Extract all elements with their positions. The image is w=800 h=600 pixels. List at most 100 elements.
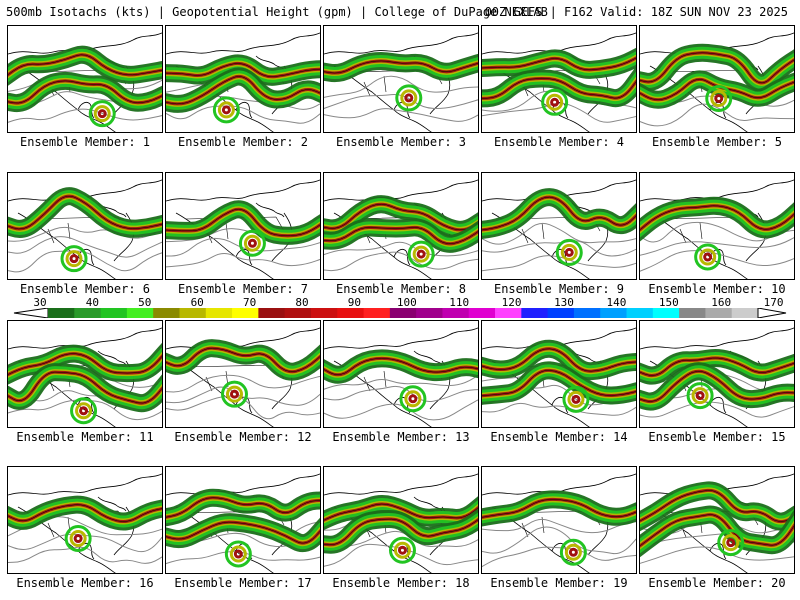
closed-low [703, 252, 713, 262]
height-contour-black [640, 52, 794, 84]
ensemble-map [640, 473, 794, 573]
closed-low [388, 536, 416, 564]
ensemble-map [166, 179, 320, 279]
closed-low [64, 525, 92, 553]
ensemble-member-caption: Ensemble Member: 16 [16, 576, 154, 590]
colorbar-swatch [442, 308, 470, 318]
height-contour [166, 237, 320, 257]
ensemble-map [640, 179, 794, 279]
colorbar-swatch [100, 308, 128, 318]
closed-low [69, 530, 87, 548]
ensemble-panel [7, 25, 163, 133]
closed-low [695, 391, 705, 401]
coastline [324, 179, 478, 279]
colorbar-swatch [179, 308, 207, 318]
closed-low [233, 549, 243, 559]
colorbar-swatch [310, 308, 338, 318]
closed-low [395, 84, 423, 112]
colorbar-swatch [48, 308, 75, 318]
closed-low [564, 247, 574, 257]
colorbar-right-arrow [757, 308, 787, 318]
ensemble-member-caption: Ensemble Member: 5 [651, 135, 783, 149]
height-contour-black [166, 76, 320, 105]
closed-low [710, 90, 728, 108]
closed-low [699, 248, 717, 266]
height-contour-black [166, 63, 320, 78]
height-contour-black [8, 504, 162, 522]
closed-low [79, 406, 89, 416]
closed-low [97, 109, 107, 119]
closed-low [714, 94, 724, 104]
height-contour-black [324, 358, 478, 375]
height-contour-black [482, 78, 636, 99]
height-contour-black [482, 57, 636, 71]
closed-low [560, 243, 578, 261]
ensemble-member-caption: Ensemble Member: 13 [332, 430, 470, 444]
closed-low [562, 385, 590, 413]
ensemble-panel [323, 320, 479, 428]
header-title: 500mb Isotachs (kts) | Geopotential Heig… [6, 5, 548, 19]
ensemble-map [640, 32, 794, 132]
colorbar-swatch [258, 308, 286, 318]
colorbar-tick-label: 70 [242, 296, 257, 309]
closed-low [221, 105, 231, 115]
colorbar-tick-label: 110 [449, 296, 470, 309]
ensemble-member-caption: Ensemble Member: 17 [174, 576, 312, 590]
height-contour [640, 103, 794, 127]
height-contour-black [8, 80, 162, 104]
closed-low [397, 545, 407, 555]
height-contour-black [8, 54, 162, 76]
ensemble-panel [165, 466, 321, 574]
height-contour-black [640, 371, 794, 402]
height-contour [8, 108, 162, 123]
colorbar-swatch [600, 308, 628, 318]
height-contour-black [8, 353, 162, 375]
ensemble-panel [323, 172, 479, 280]
closed-low [93, 105, 111, 123]
ensemble-panel [165, 320, 321, 428]
height-contour-black [166, 208, 320, 237]
ensemble-panel [481, 320, 637, 428]
height-contour [482, 222, 636, 245]
height-contour-black [640, 490, 794, 522]
colorbar-labels: 30 40 50 60 70 80 90 100 110 120 130 140 150 160 170 [0, 296, 800, 310]
colorbar-tick-label: 90 [347, 296, 362, 309]
ensemble-map [324, 32, 478, 132]
closed-low [69, 254, 79, 264]
closed-low [412, 245, 430, 263]
colorbar-tick-label: 120 [501, 296, 522, 309]
colorbar-tick-label: 60 [190, 296, 204, 309]
ensemble-panel [323, 466, 479, 574]
closed-low [224, 540, 252, 568]
colorbar-swatch [74, 308, 102, 318]
closed-low [229, 545, 247, 563]
ensemble-map [324, 473, 478, 573]
height-contour [324, 374, 478, 390]
closed-low [567, 390, 585, 408]
colorbar-tick-label: 80 [295, 296, 309, 309]
closed-low [571, 394, 581, 404]
height-contour [324, 385, 478, 403]
closed-low [243, 234, 261, 252]
coastline [640, 327, 794, 427]
height-contour-black [8, 195, 162, 230]
ensemble-member-caption: Ensemble Member: 4 [493, 135, 625, 149]
colorbar-swatch [573, 308, 601, 318]
colorbar-swatch [284, 308, 312, 318]
closed-low [404, 390, 422, 408]
height-contour-black [324, 203, 478, 231]
height-contour-black [640, 357, 794, 376]
ensemble-map [8, 179, 162, 279]
colorbar-tick-label: 160 [711, 296, 732, 309]
closed-low [541, 88, 569, 116]
ensemble-map [482, 327, 636, 427]
height-contour-black [482, 370, 636, 396]
colorbar-tick-label: 100 [396, 296, 417, 309]
closed-low [546, 93, 564, 111]
ensemble-panel [639, 466, 795, 574]
colorbar-swatch [153, 308, 180, 318]
colorbar-tick-label: 50 [138, 296, 152, 309]
colorbar-tick-label: 130 [554, 296, 574, 309]
height-contour [8, 236, 162, 258]
colorbar-swatch [337, 308, 365, 318]
